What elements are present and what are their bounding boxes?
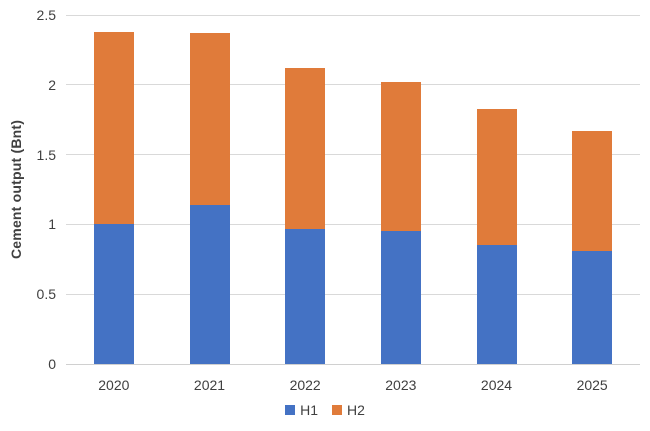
y-tick-label: 0.5: [36, 286, 56, 303]
legend-swatch-h2: [332, 405, 342, 415]
gridline: [66, 154, 640, 156]
x-tick-label-2022: 2022: [289, 377, 321, 393]
gridline: [66, 293, 640, 295]
bar-segment-h2-2023: [380, 82, 421, 232]
bar-segment-h2-2020: [93, 31, 134, 225]
x-tick-label-2023: 2023: [385, 377, 417, 393]
gridline: [66, 84, 640, 86]
y-axis-ticks: 0 0.5 1 1.5 2 2.5: [0, 7, 56, 372]
legend-label: H2: [347, 402, 365, 418]
bar-segment-h2-2022: [285, 68, 326, 229]
x-axis-labels: 2020 2021 2022 2023 2024 2025: [66, 377, 640, 395]
bar-segment-h1-2022: [285, 228, 326, 364]
legend: H1 H2: [0, 402, 650, 418]
y-tick-label: 2: [48, 76, 56, 93]
x-tick-label-2021: 2021: [193, 377, 226, 393]
bar-segment-h1-2024: [476, 245, 517, 364]
bar-segment-h1-2020: [93, 224, 134, 364]
y-tick-label: 1: [48, 216, 56, 233]
gridline: [66, 223, 640, 225]
bar-segment-h2-2024: [476, 108, 517, 246]
legend-swatch-h1: [285, 405, 296, 415]
x-axis-line: [66, 363, 640, 365]
bar-segment-h1-2023: [380, 231, 421, 364]
gridline: [66, 14, 640, 16]
legend-item-h2: H2: [332, 402, 365, 418]
y-tick-label: 2.5: [36, 7, 56, 23]
x-tick-label-2020: 2020: [98, 377, 130, 393]
bar-segment-h1-2021: [189, 204, 230, 364]
legend-label: H1: [300, 402, 318, 418]
bar-segment-h2-2025: [572, 130, 613, 251]
y-tick-label: 1.5: [36, 146, 56, 163]
plot-area: [66, 14, 640, 365]
legend-item-h1: H1: [285, 402, 318, 418]
x-tick-label-2024: 2024: [480, 377, 513, 393]
bar-segment-h1-2025: [572, 250, 613, 364]
bar-segment-h2-2021: [189, 33, 230, 205]
x-tick-label-2025: 2025: [576, 377, 608, 393]
y-tick-label: 0: [48, 356, 56, 372]
